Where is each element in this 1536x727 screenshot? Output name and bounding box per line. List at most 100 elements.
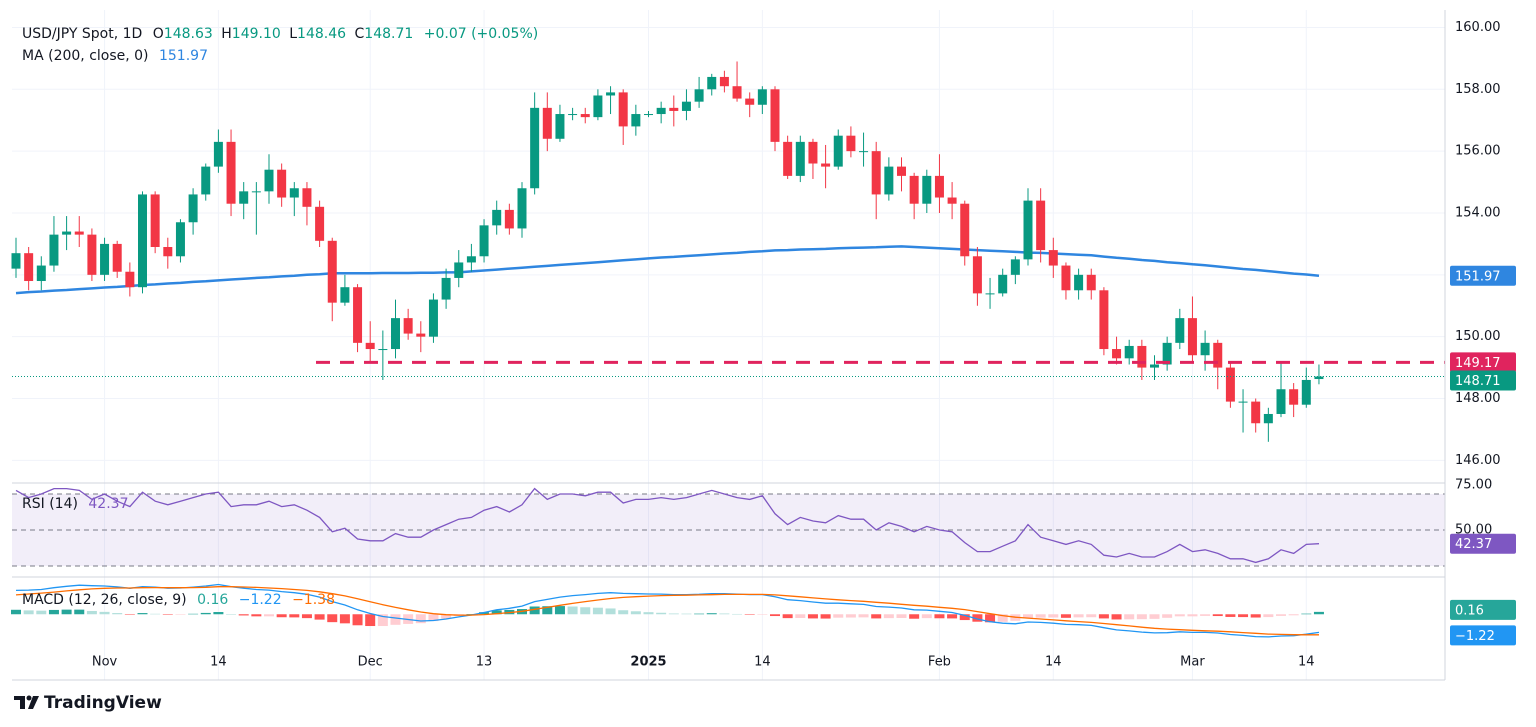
candle-body (669, 107, 679, 111)
candle-body (36, 265, 46, 282)
candle-body (947, 197, 957, 204)
candle-body (580, 114, 590, 118)
candle-body (770, 89, 780, 142)
ma-tag-bg (1450, 265, 1516, 286)
histogram-bar (428, 614, 439, 622)
histogram-bar (1136, 614, 1147, 620)
candle-body (1112, 349, 1122, 359)
candle-body (1251, 401, 1261, 424)
x-tick-label: 2025 (630, 655, 666, 670)
histogram-bar (1060, 614, 1071, 618)
legend-letter: O (153, 26, 164, 42)
legend-letter: L (289, 26, 297, 42)
brand-name: TradingView (44, 693, 162, 713)
candle-body (644, 114, 653, 116)
candle-body (391, 318, 400, 350)
y-tick-label: 154.00 (1455, 205, 1501, 220)
legend-rsi: RSI (14) 42.37 (22, 496, 128, 512)
histogram-bar (1023, 614, 1033, 619)
legend-ma-value: 151.97 (159, 48, 208, 64)
histogram-bar (1212, 614, 1223, 617)
macd-tag-bg (1450, 625, 1516, 646)
y-tick-label: 148.00 (1455, 391, 1501, 406)
histogram-bar (744, 614, 755, 615)
candle-body (934, 175, 944, 198)
histogram-bar (921, 614, 932, 619)
histogram-bar (1086, 614, 1097, 618)
candle-body (517, 188, 527, 229)
histogram-bar (770, 614, 780, 617)
histogram-bar (314, 614, 325, 620)
legend-main: USD/JPY Spot, 1D O148.63 H149.10 L148.46… (22, 26, 538, 42)
candle-body (897, 166, 906, 176)
histogram-bar (1187, 614, 1198, 617)
candle-body (175, 222, 185, 257)
candle-body (302, 188, 312, 207)
histogram-bar (795, 614, 806, 618)
histogram-bar (997, 614, 1008, 622)
candle-body (1314, 376, 1324, 380)
histogram-bar (1162, 614, 1173, 618)
candle-body (150, 194, 160, 247)
macd-tag: −1.22 (1455, 629, 1495, 644)
candle-body (884, 166, 894, 195)
candle-body (163, 247, 173, 257)
candle-body (694, 89, 704, 102)
histogram-bar (757, 614, 768, 615)
candle-body (11, 253, 21, 269)
x-tick-label: 13 (476, 655, 493, 670)
candle-body (112, 243, 122, 272)
candle-body (277, 169, 287, 198)
histogram-bar (99, 611, 110, 615)
candle-body (353, 287, 363, 343)
marks (11, 61, 1445, 638)
candle-body (1074, 274, 1084, 291)
candle-body (1010, 259, 1020, 275)
candle-body (1099, 290, 1109, 350)
histogram-bar (213, 612, 224, 615)
grid (12, 10, 1445, 680)
histogram-bar (150, 613, 161, 615)
histogram-bar (959, 614, 970, 621)
x-tick-label: 14 (754, 655, 771, 670)
histogram-bar (643, 612, 654, 615)
candle-body (289, 188, 299, 198)
hist-tag-bg (1450, 599, 1516, 620)
candle-body (251, 191, 261, 193)
legend-letter: C (355, 26, 365, 42)
histogram-bar (668, 613, 679, 615)
logo-shape (26, 695, 32, 701)
histogram-bar (1301, 613, 1312, 615)
histogram-bar (23, 610, 34, 615)
candle-body (504, 209, 514, 229)
histogram-bar (301, 614, 312, 619)
candle-body (631, 114, 641, 127)
candle-body (808, 141, 818, 164)
ma-tag: 151.97 (1455, 269, 1501, 284)
histogram-bar (74, 609, 85, 615)
histogram-bar (681, 613, 692, 615)
histogram-bar (1313, 611, 1324, 615)
histogram-bar (820, 614, 831, 619)
histogram-bar (251, 614, 262, 617)
rsi-line (15, 487, 1320, 564)
histogram-bar (162, 614, 173, 615)
candle-body (1238, 401, 1248, 403)
histogram-bar (377, 614, 388, 627)
histogram-bar (1048, 614, 1059, 618)
candle-body (1175, 318, 1185, 343)
x-tick-label: 14 (1298, 655, 1315, 670)
legend-hist-value: 0.16 (197, 592, 228, 608)
histogram-bar (479, 612, 490, 615)
histogram-bar (1073, 614, 1084, 618)
histogram-bar (605, 608, 616, 615)
candle-body (24, 253, 34, 282)
legend-low: 148.46 (297, 26, 346, 42)
candle-body (859, 151, 869, 153)
legend-change: +0.07 (+0.05%) (424, 26, 538, 42)
histogram-bar (909, 614, 920, 619)
y-tick-label: 158.00 (1455, 82, 1501, 97)
x-tick-label: Dec (358, 655, 383, 670)
